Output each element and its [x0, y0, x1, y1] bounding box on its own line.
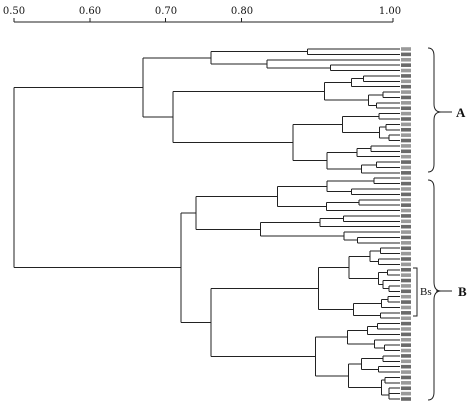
leaf-label-mark [401, 381, 411, 385]
leaf-label-mark [401, 160, 411, 164]
group-label-a: A [456, 105, 466, 120]
leaf-label-mark [401, 370, 411, 374]
leaf-label-mark [401, 47, 411, 51]
leaf-label-mark [401, 230, 411, 234]
leaf-label-mark [401, 127, 411, 132]
leaf-label-mark [401, 192, 411, 197]
leaf-label-mark [401, 289, 411, 294]
leaf-label-mark [401, 375, 411, 380]
bracket-bs-path [413, 267, 418, 317]
leaf-label-mark [401, 397, 411, 401]
leaf-label-mark [401, 262, 411, 267]
scale-tick-label: 0.50 [3, 6, 25, 17]
leaf-label-mark [401, 219, 411, 224]
leaf-label-mark [401, 354, 411, 358]
leaf-label-mark [401, 133, 411, 137]
leaf-label-mark [401, 74, 411, 78]
leaf-label-mark [401, 305, 411, 310]
leaf-label-mark [401, 359, 411, 364]
scale-tick-label: 1.00 [379, 6, 401, 17]
leaf-label-mark [401, 246, 411, 251]
leaf-label-mark [401, 57, 411, 62]
leaf-label-mark [401, 144, 411, 148]
scale-tick-label: 0.80 [231, 6, 253, 17]
leaf-label-mark [401, 343, 411, 347]
leaf-label-mark [401, 111, 411, 116]
leaf-label-mark [401, 316, 411, 321]
leaf-label-mark [401, 208, 411, 213]
leaf-label-mark [401, 257, 411, 261]
leaf-label-mark [401, 117, 411, 121]
leaf-label-mark [401, 106, 411, 111]
leaf-label-mark [401, 273, 411, 277]
leaf-label-mark [401, 348, 411, 353]
leaf-label-mark [401, 122, 411, 127]
leaf-label-mark [401, 171, 411, 175]
leaf-label-mark [401, 321, 411, 326]
leaf-label-mark [401, 214, 411, 218]
leaf-label-mark [401, 235, 411, 240]
group-brace-a: A [427, 47, 466, 173]
leaf-label-mark [401, 327, 411, 331]
leaf-label-mark [401, 84, 411, 89]
similarity-scale: 0.50 0.60 0.70 0.80 1.00 [3, 6, 401, 23]
leaf-label-mark [401, 176, 411, 181]
leaf-label-mark [401, 278, 411, 283]
leaf-label-mark [401, 332, 411, 337]
leaf-label-mark [401, 101, 411, 105]
group-label-b: B [458, 284, 467, 299]
leaf-label-mark [401, 300, 411, 304]
scale-tick-label: 0.70 [155, 6, 177, 17]
leaf-label-mark [401, 267, 411, 272]
scale-tick-label: 0.60 [79, 6, 101, 17]
leaf-label-mark [401, 165, 411, 170]
leaf-label-mark [401, 284, 411, 288]
leaf-label-mark [401, 63, 411, 67]
leaf-label-mark [401, 138, 411, 143]
leaf-label-mark [401, 154, 411, 159]
leaf-label-mark [401, 52, 411, 57]
group-brace-b: B [427, 179, 467, 401]
leaf-label-mark [401, 224, 411, 229]
leaf-label-mark [401, 251, 411, 256]
leaf-label-mark [401, 294, 411, 299]
leaf-label-mark [401, 241, 411, 245]
leaf-label-mark [401, 337, 411, 342]
brace-a-path [427, 47, 442, 173]
leaf-label-mark [401, 203, 411, 207]
leaf-label-mark [401, 197, 411, 202]
group-label-bs: Bs [420, 286, 432, 298]
scale-tick-marks [13, 18, 394, 22]
leaf-labels [401, 47, 411, 401]
leaf-label-mark [401, 95, 411, 100]
leaf-label-mark [401, 79, 411, 84]
leaf-label-mark [401, 391, 411, 396]
leaf-label-mark [401, 68, 411, 73]
leaf-label-mark [401, 364, 411, 369]
leaf-label-mark [401, 386, 411, 391]
leaf-label-mark [401, 187, 411, 191]
leaf-label-mark [401, 90, 411, 94]
leaf-label-mark [401, 311, 411, 315]
dendrogram-tree [13, 48, 400, 400]
group-bracket-bs: Bs [413, 267, 446, 317]
leaf-label-mark [401, 181, 411, 186]
leaf-label-mark [401, 149, 411, 154]
